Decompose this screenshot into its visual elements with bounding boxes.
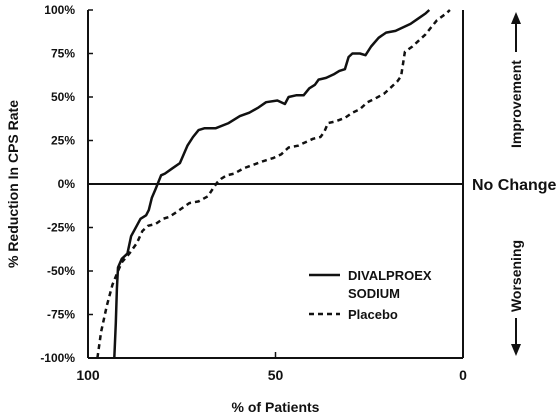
no-change-label: No Change xyxy=(472,177,557,194)
legend-label-divalproex-line2: SODIUM xyxy=(348,286,400,301)
improvement-indicator: Improvement xyxy=(508,12,524,148)
legend: DIVALPROEX SODIUM Placebo xyxy=(309,268,432,322)
y-tick-label: 100% xyxy=(44,3,75,17)
tick-marks: 100% 75% 50% 25% 0% -25% -50% -75% -100%100 50 0 xyxy=(40,3,467,383)
x-tick-label: 0 xyxy=(459,367,467,383)
y-tick-label: 50% xyxy=(51,90,75,104)
series-line-placebo xyxy=(96,9,451,359)
y-tick-label: -75% xyxy=(47,308,75,322)
legend-label-placebo: Placebo xyxy=(348,307,398,322)
y-tick-label: -25% xyxy=(47,221,75,235)
axes xyxy=(87,10,464,359)
worsening-label: Worsening xyxy=(508,240,524,312)
legend-label-divalproex-line1: DIVALPROEX xyxy=(348,268,432,283)
y-tick-label: -50% xyxy=(47,264,75,278)
y-tick-label: 0% xyxy=(58,177,76,191)
worsening-arrow-head xyxy=(511,344,521,356)
y-tick-label: 25% xyxy=(51,134,75,148)
improvement-arrow-head xyxy=(511,12,521,24)
y-tick-label: 75% xyxy=(51,47,75,61)
series-line-divalproex xyxy=(113,9,431,359)
worsening-indicator: Worsening xyxy=(508,240,524,356)
x-axis-label: % of Patients xyxy=(232,399,320,415)
y-axis-label: % Reduction In CPS Rate xyxy=(5,100,21,268)
series-layer xyxy=(96,9,451,359)
y-tick-label: -100% xyxy=(40,351,75,365)
x-tick-label: 100 xyxy=(76,367,100,383)
x-tick-label: 50 xyxy=(268,367,284,383)
improvement-label: Improvement xyxy=(508,60,524,148)
